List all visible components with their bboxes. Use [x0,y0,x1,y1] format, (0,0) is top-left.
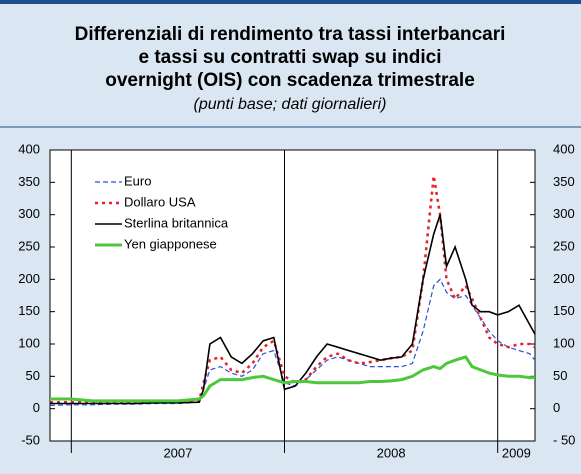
y-tick-label: 350 [18,174,40,189]
x-tick-label: 2007 [163,445,192,460]
legend-label: Euro [124,173,151,188]
y2-tick-label: 50 [553,368,567,383]
y-tick-label: 400 [18,141,40,156]
x-tick-label: 2008 [377,445,406,460]
chart-title: overnight (OIS) con scadenza trimestrale [105,70,475,91]
legend-label: Sterlina britannica [124,215,229,230]
top-bar [0,0,581,4]
chart-title: e tassi su contratti swap su indici [138,47,441,68]
series-line [50,355,535,403]
y-tick-label: 100 [18,335,40,350]
y2-tick-label: 100 [553,335,575,350]
chart-title: Differenziali di rendimento tra tassi in… [75,24,506,45]
plot-area [49,149,536,442]
y-tick-label: 200 [18,271,40,286]
y2-tick-label: 350 [553,174,575,189]
y-tick-label: 300 [18,206,40,221]
y2-tick-label: 200 [553,271,575,286]
y2-tick-label: 150 [553,303,575,318]
y-tick-label: 50 [26,368,40,383]
x-tick-label: 2009 [502,445,531,460]
y2-tick-label: 400 [553,141,575,156]
y-tick-label: 0 [33,400,40,415]
y2-tick-label: 300 [553,206,575,221]
y2-tick-label: - 50 [553,432,575,447]
series-line [50,214,536,405]
y-tick-label: 250 [18,238,40,253]
y-tick-label: 150 [18,303,40,318]
subtitle: (punti base; dati giornalieri) [194,96,387,113]
y-tick-label: -50 [21,432,40,447]
y2-tick-label: 0 [553,400,560,415]
legend-label: Dollaro USA [124,194,196,209]
y2-tick-label: 250 [553,238,575,253]
legend-label: Yen giapponese [124,236,217,251]
